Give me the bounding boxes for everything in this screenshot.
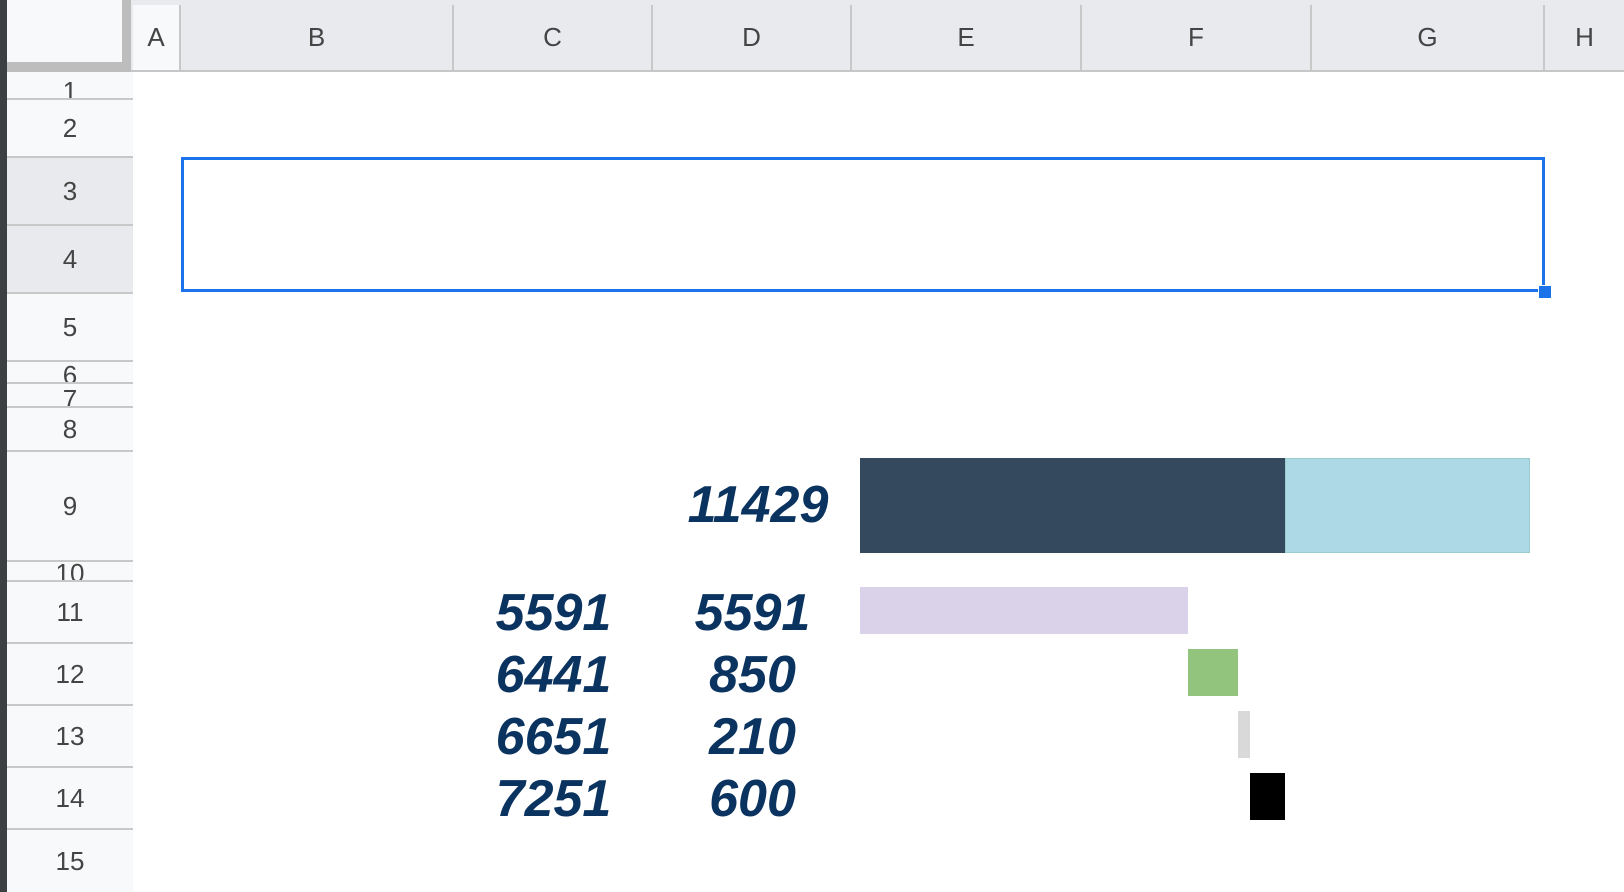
- row-header-1[interactable]: 1: [7, 72, 133, 100]
- total-remaining-bar: [1285, 458, 1530, 553]
- cell-c12[interactable]: 6441: [495, 646, 612, 704]
- cell-c13[interactable]: 6651: [495, 708, 612, 766]
- segment-bar-row-13: [1237, 711, 1250, 758]
- column-header-bar: [131, 0, 1624, 72]
- row-header-7[interactable]: 7: [7, 384, 133, 408]
- cell-d12[interactable]: 850: [709, 646, 796, 704]
- frozen-column-handle[interactable]: [122, 0, 131, 72]
- segment-bar-row-11: [860, 587, 1188, 634]
- total-completed-bar: [860, 458, 1286, 553]
- column-header-e[interactable]: E: [852, 5, 1082, 70]
- column-header-c[interactable]: C: [454, 5, 653, 70]
- row-header-8[interactable]: 8: [7, 408, 133, 452]
- row-header-3[interactable]: 3: [7, 158, 133, 226]
- row-header-2[interactable]: 2: [7, 100, 133, 158]
- row-header-6[interactable]: 6: [7, 362, 133, 384]
- frozen-row-handle[interactable]: [7, 62, 131, 72]
- select-all-corner[interactable]: [7, 0, 131, 62]
- segment-bar-row-12: [1187, 649, 1238, 696]
- row-header-14[interactable]: 14: [7, 768, 133, 830]
- column-header-b[interactable]: B: [181, 5, 454, 70]
- cell-d11[interactable]: 5591: [694, 584, 811, 642]
- row-header-4[interactable]: 4: [7, 226, 133, 294]
- row-header-10[interactable]: 10: [7, 562, 133, 582]
- column-header-h[interactable]: H: [1575, 22, 1594, 52]
- row-header-5[interactable]: 5: [7, 294, 133, 362]
- row-header-9[interactable]: 9: [7, 452, 133, 562]
- fill-handle[interactable]: [1538, 285, 1552, 299]
- segment-bar-row-14: [1249, 773, 1286, 820]
- total-value-cell[interactable]: 11429: [687, 476, 829, 534]
- row-header-13[interactable]: 13: [7, 706, 133, 768]
- column-header-a[interactable]: A: [133, 5, 181, 70]
- cell-selection-range[interactable]: [181, 157, 1545, 292]
- window-edge: [0, 0, 7, 892]
- column-header-d[interactable]: D: [653, 5, 852, 70]
- row-header-15[interactable]: 15: [7, 830, 133, 892]
- column-header-g[interactable]: G: [1312, 5, 1545, 70]
- cell-c14[interactable]: 7251: [495, 770, 612, 828]
- cell-c11[interactable]: 5591: [495, 584, 612, 642]
- cell-d14[interactable]: 600: [709, 770, 796, 828]
- row-header-12[interactable]: 12: [7, 644, 133, 706]
- column-header-f[interactable]: F: [1082, 5, 1312, 70]
- cell-d13[interactable]: 210: [709, 708, 796, 766]
- row-header-11[interactable]: 11: [7, 582, 133, 644]
